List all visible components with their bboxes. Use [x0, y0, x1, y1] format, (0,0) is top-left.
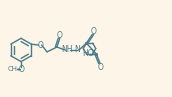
- Text: NH: NH: [61, 45, 72, 54]
- Text: N: N: [75, 45, 80, 54]
- Text: O: O: [37, 41, 43, 50]
- Text: CH₃: CH₃: [8, 66, 20, 72]
- Text: O: O: [18, 65, 24, 74]
- Text: O: O: [57, 31, 63, 40]
- Text: HO: HO: [83, 49, 94, 58]
- Text: O: O: [90, 26, 96, 36]
- Text: O: O: [97, 63, 103, 72]
